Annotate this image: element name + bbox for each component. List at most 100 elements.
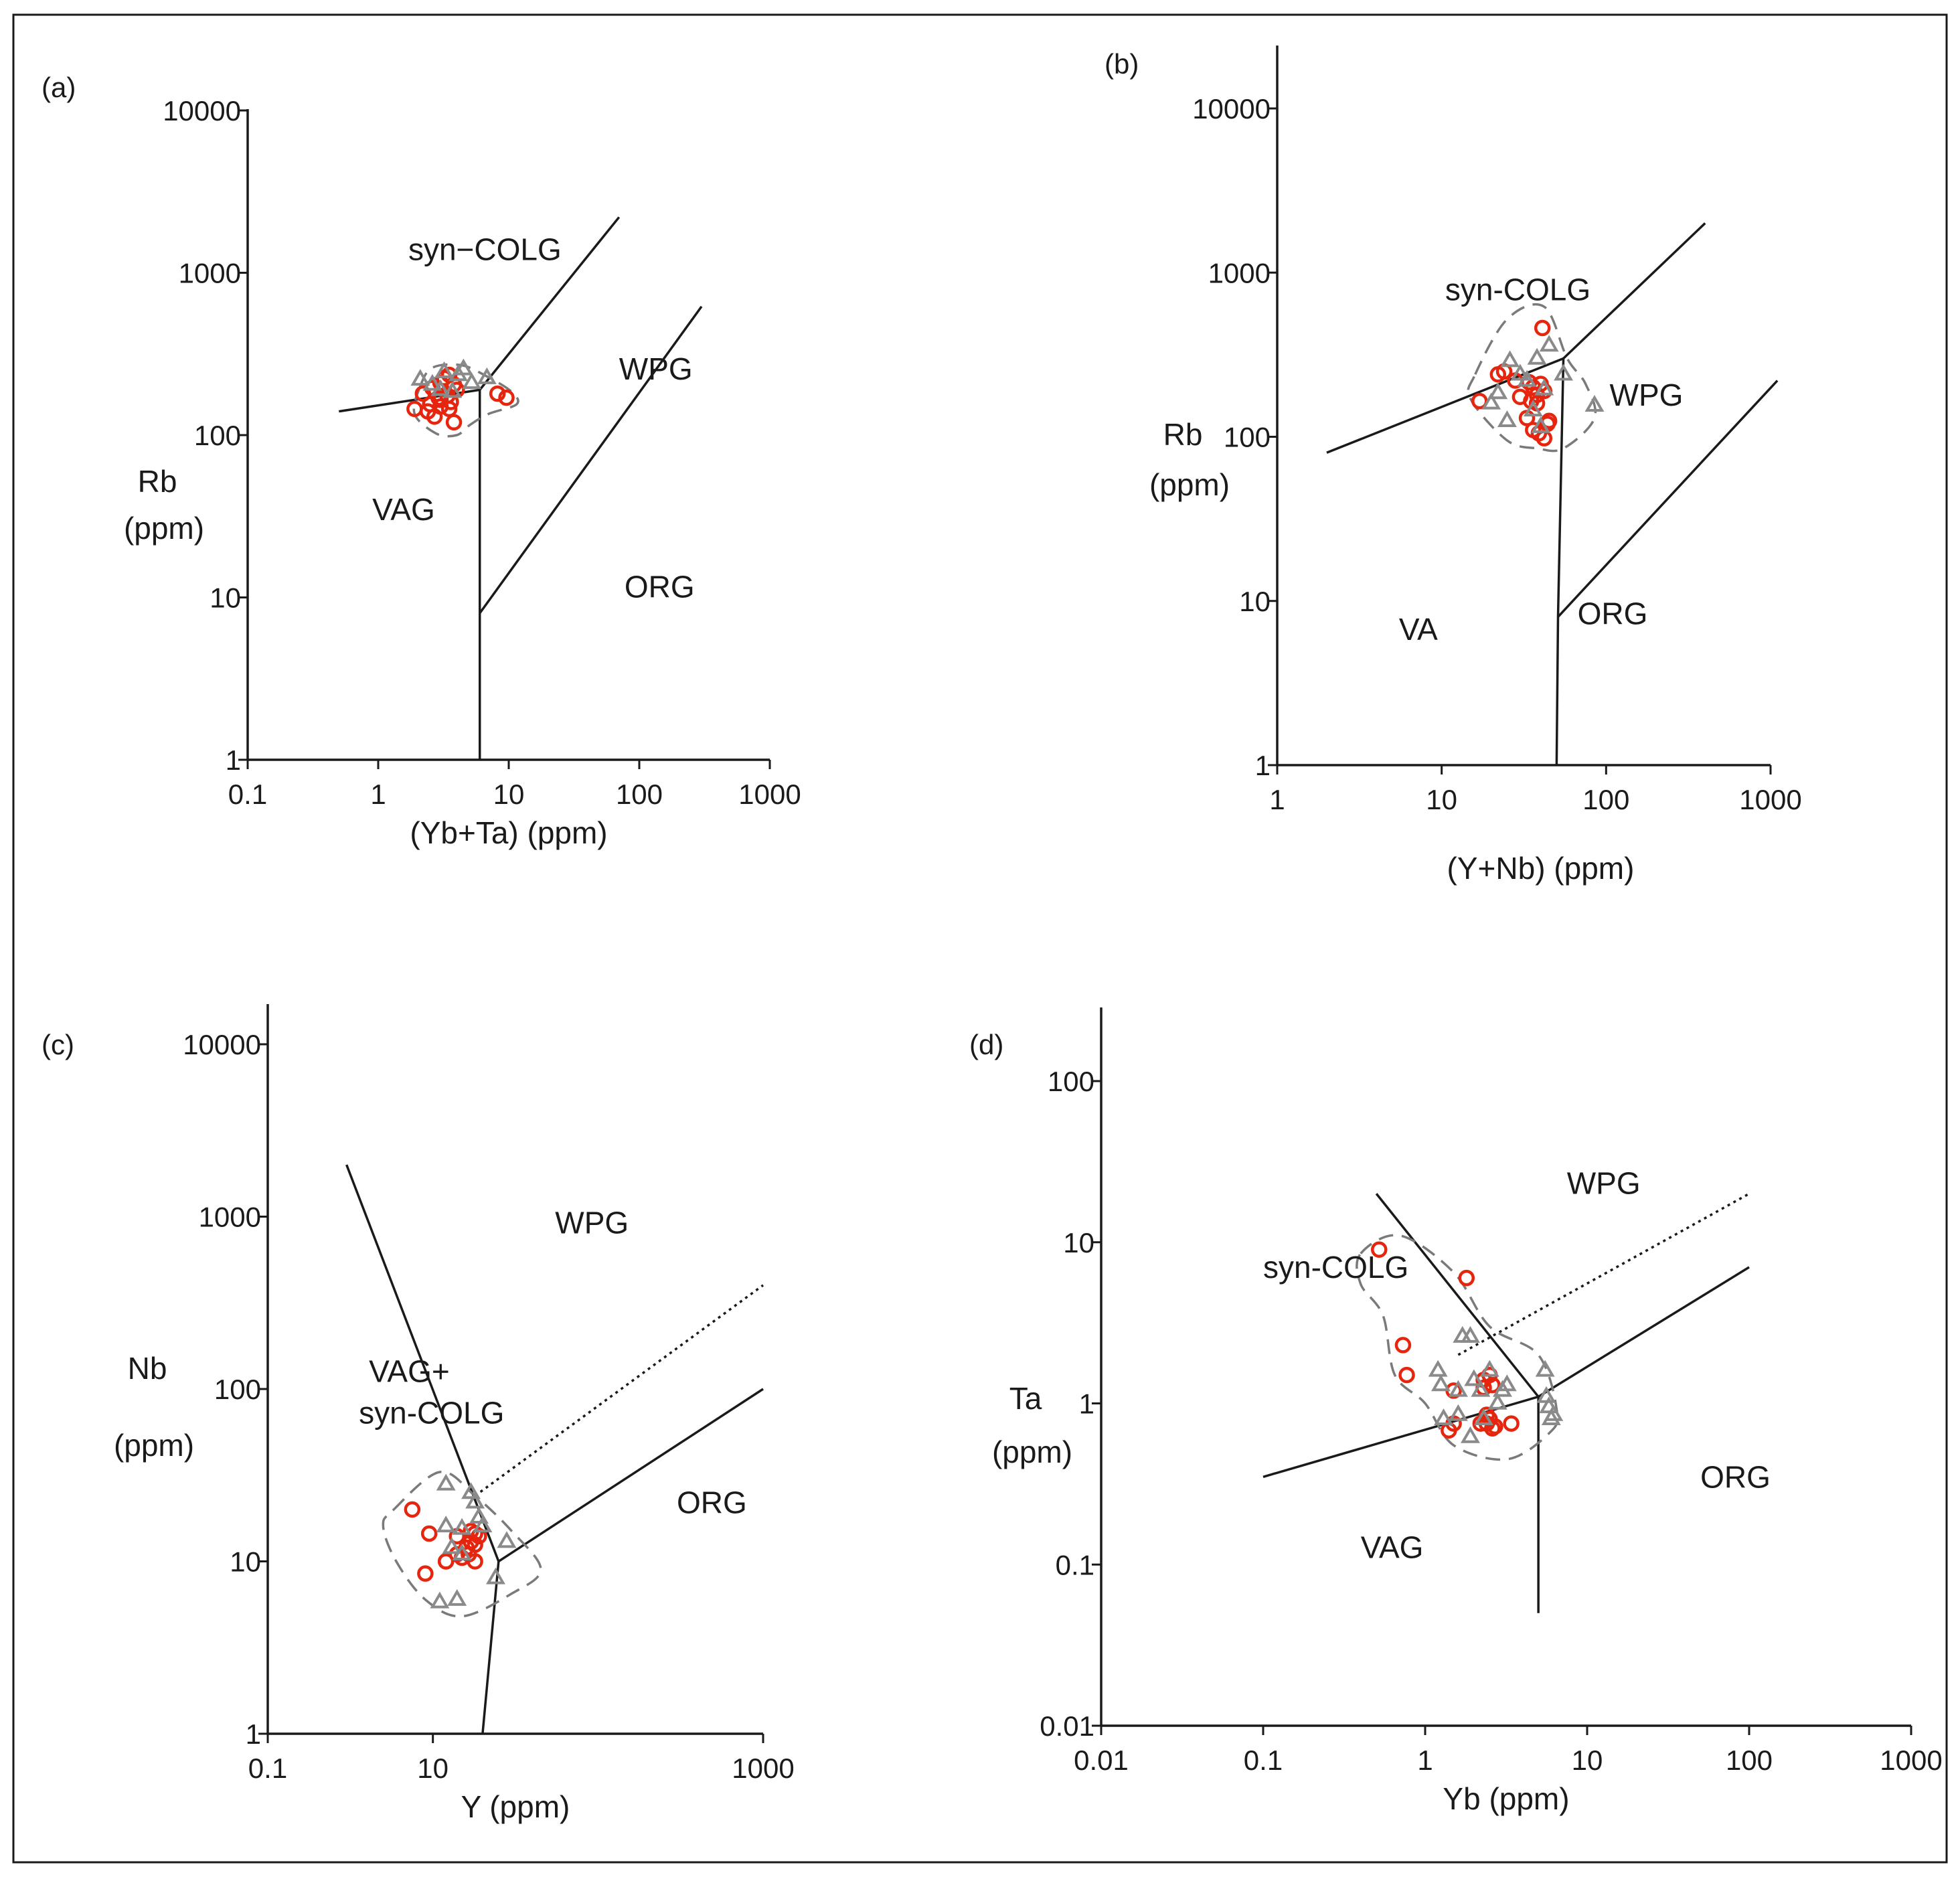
boundary-line	[481, 1561, 500, 1734]
reference-point	[1431, 1374, 1451, 1392]
sample-point	[432, 392, 449, 408]
x-tick-label: 1	[1417, 1744, 1433, 1776]
panel-label: (b)	[1105, 48, 1139, 80]
reference-point	[434, 361, 454, 378]
reference-point	[1536, 1386, 1556, 1403]
region-label-va: VA	[1399, 612, 1438, 647]
sample-point	[1503, 1415, 1520, 1432]
panel-label: (c)	[42, 1029, 74, 1060]
reference-point	[1460, 1426, 1480, 1443]
boundary-line	[1538, 1266, 1750, 1398]
y-tick-label: 1000	[199, 1202, 261, 1233]
boundary-line	[339, 388, 481, 413]
reference-point	[477, 367, 497, 384]
y-tick-label: 1	[1255, 750, 1271, 781]
boundary-line	[1375, 1193, 1540, 1398]
sample-point	[1471, 392, 1488, 410]
sample-point	[417, 1565, 434, 1582]
y-tick-label: 100	[194, 420, 241, 451]
region-label-vag: VAG	[1361, 1530, 1424, 1564]
reference-point	[1471, 1380, 1491, 1397]
x-tick-label: 1000	[1880, 1744, 1942, 1776]
reference-point	[410, 369, 430, 386]
reference-point	[1448, 1380, 1468, 1397]
y-tick-label: 10	[1063, 1227, 1094, 1258]
y-tick-label: 10000	[1192, 93, 1271, 125]
reference-point	[485, 1567, 505, 1584]
reference-point	[1464, 1369, 1484, 1386]
reference-point	[1510, 363, 1530, 381]
reference-point	[1474, 1408, 1494, 1426]
reference-point	[422, 374, 442, 391]
region-label-line2: syn-COLG	[359, 1395, 504, 1430]
y-axis-label: Nb	[128, 1351, 167, 1386]
x-tick-label: 10	[493, 779, 525, 810]
region-label-wpg: WPG	[1567, 1165, 1641, 1200]
y-tick-label: 100	[1224, 422, 1271, 453]
reference-point	[430, 1591, 450, 1609]
x-tick-label: 10	[1426, 784, 1457, 815]
sample-point	[426, 408, 443, 425]
y-tick-label: 1	[1079, 1388, 1094, 1420]
y-tick-label: 100	[1048, 1066, 1094, 1097]
region-label-org: ORG	[1578, 596, 1648, 631]
x-tick-label: 1000	[1739, 784, 1801, 815]
reference-point	[452, 1518, 472, 1535]
boundary-line	[1555, 617, 1560, 766]
sample-point	[498, 389, 515, 406]
boundary-line	[479, 305, 703, 615]
reference-point	[1488, 382, 1508, 400]
x-tick-label: 10	[1572, 1744, 1603, 1776]
reference-point	[1534, 378, 1554, 396]
reference-point	[462, 372, 482, 390]
reference-point	[1497, 410, 1517, 427]
y-axis-label: Rb	[138, 464, 177, 499]
reference-point	[1539, 335, 1559, 352]
y-tick-label: 1000	[179, 258, 241, 289]
x-tick-label: 100	[616, 779, 663, 810]
sample-point	[1458, 1269, 1475, 1287]
reference-point	[1434, 1408, 1454, 1426]
sample-field-outline	[412, 363, 519, 438]
x-tick-label: 1	[1269, 784, 1285, 815]
reference-point	[461, 1482, 481, 1499]
reference-point	[452, 1544, 472, 1561]
x-axis-label: (Y+Nb) (ppm)	[1447, 851, 1635, 886]
y-axis-unit: (ppm)	[992, 1435, 1072, 1469]
region-label-wpg: WPG	[619, 351, 693, 386]
x-tick-label: 100	[1726, 1744, 1773, 1776]
reference-point	[1541, 1408, 1561, 1426]
reference-point	[1523, 400, 1543, 417]
region-label-wpg: WPG	[1610, 378, 1684, 412]
region-label-syn-colg: syn-COLG	[1445, 272, 1590, 307]
panel-2: (b) 1 10 100 1000 10000 1 10 100 1000 (Y+Nb) (ppm)…	[1105, 46, 1802, 886]
y-tick-label: 10000	[163, 95, 241, 127]
reference-point	[442, 1537, 462, 1554]
x-tick-label: 100	[1582, 784, 1629, 815]
y-tick-label: 0.01	[1040, 1710, 1094, 1742]
boundary-dotted	[1457, 1192, 1750, 1356]
sample-point	[404, 1501, 421, 1518]
y-axis-unit: (ppm)	[114, 1428, 194, 1463]
reference-point	[1584, 395, 1605, 412]
sample-point	[1487, 1418, 1503, 1435]
region-label-org: ORG	[677, 1485, 747, 1520]
reference-point	[1460, 1325, 1480, 1343]
y-tick-label: 0.1	[1056, 1549, 1094, 1580]
region-label-org: ORG	[625, 570, 695, 604]
boundary-dotted	[474, 1284, 764, 1497]
x-tick-label: 0.1	[1244, 1744, 1283, 1776]
reference-point	[1535, 1360, 1555, 1377]
sample-point	[445, 414, 463, 431]
reference-point	[436, 1516, 456, 1533]
reference-point	[1487, 1392, 1507, 1410]
boundary-line	[1562, 222, 1706, 359]
reference-point	[497, 1531, 517, 1548]
boundary-line	[1556, 358, 1565, 617]
reference-point	[1479, 1360, 1499, 1377]
reference-point	[1517, 370, 1537, 387]
y-tick-label: 10	[230, 1546, 261, 1578]
y-axis-unit: (ppm)	[124, 511, 204, 546]
y-axis-label: Ta	[1009, 1381, 1042, 1416]
